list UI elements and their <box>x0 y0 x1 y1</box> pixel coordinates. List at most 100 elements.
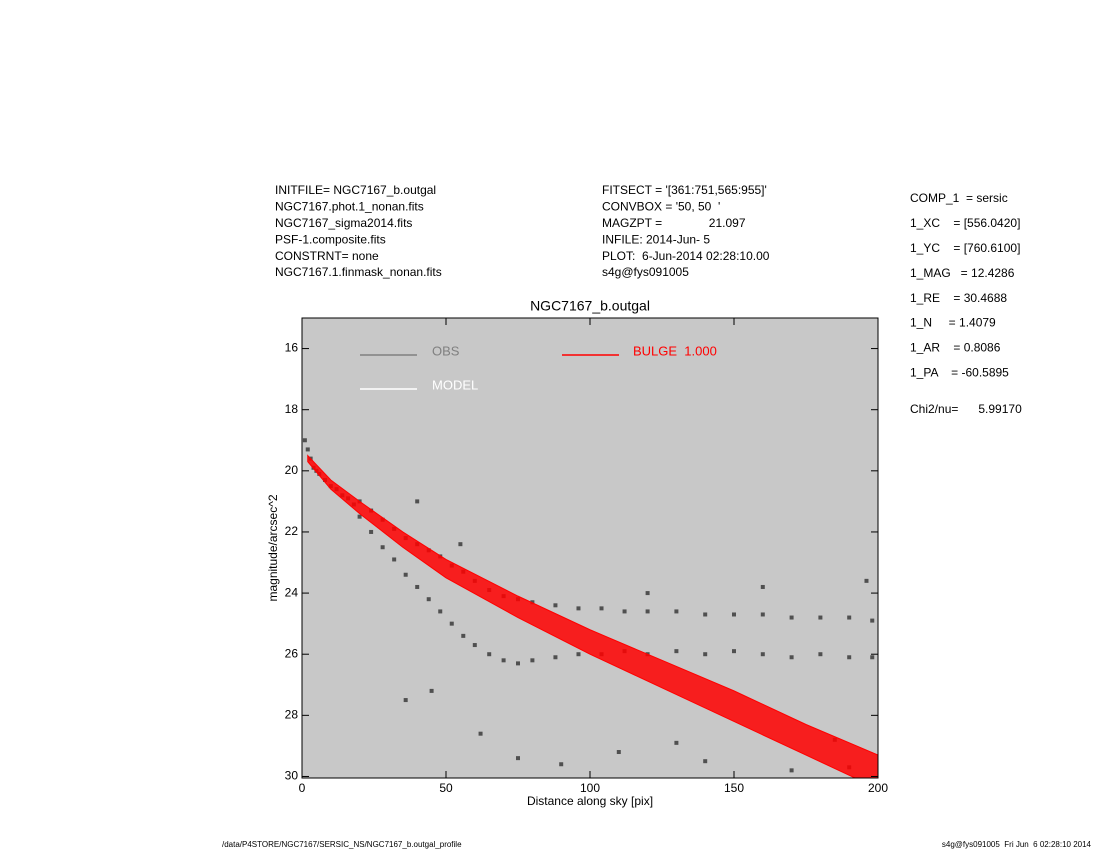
header-line: s4g@fys091005 <box>602 265 689 279</box>
obs-point <box>415 499 420 504</box>
obs-point <box>392 557 397 562</box>
obs-point <box>789 655 794 660</box>
plot-area <box>302 318 878 778</box>
footer-path: /data/P4STORE/NGC7167/SERSIC_NS/NGC7167_… <box>222 840 462 849</box>
fit-param: 1_N = 1.4079 <box>910 316 996 330</box>
obs-point <box>760 652 765 657</box>
obs-point <box>516 756 520 761</box>
model-band <box>307 454 878 778</box>
obs-point <box>616 750 621 755</box>
x-tick-label: 100 <box>580 781 600 795</box>
obs-point <box>530 658 535 663</box>
header-line: CONSTRNT= none <box>275 249 379 263</box>
obs-point <box>516 661 520 666</box>
header-line: PSF-1.composite.fits <box>275 232 386 246</box>
y-tick-label: 24 <box>285 585 299 599</box>
y-tick-label: 20 <box>285 463 299 477</box>
obs-point <box>487 652 492 657</box>
plot-content <box>302 438 878 778</box>
obs-point <box>380 545 385 550</box>
obs-point <box>703 612 708 617</box>
header-line: NGC7167_sigma2014.fits <box>275 216 412 230</box>
obs-point <box>305 447 310 452</box>
obs-point <box>847 655 852 660</box>
obs-point <box>369 529 374 534</box>
obs-point <box>732 649 736 654</box>
obs-point <box>461 633 466 638</box>
y-tick-label: 30 <box>285 769 299 783</box>
obs-point <box>438 609 443 614</box>
obs-point <box>415 584 420 589</box>
obs-point <box>870 655 875 660</box>
obs-point <box>818 652 823 657</box>
obs-point <box>732 612 736 617</box>
header-line: NGC7167.phot.1_nonan.fits <box>275 200 424 214</box>
footer-stamp: s4g@fys091005 Fri Jun 6 02:28:10 2014 <box>942 840 1092 849</box>
obs-point <box>674 609 679 614</box>
obs-point <box>559 762 564 767</box>
obs-point <box>622 609 627 614</box>
legend-label: MODEL <box>432 377 478 392</box>
fit-param: 1_RE = 30.4688 <box>910 291 1007 305</box>
y-tick-label: 16 <box>285 341 299 355</box>
obs-point <box>674 649 679 654</box>
fit-param: 1_YC = [760.6100] <box>910 241 1020 255</box>
x-tick-label: 50 <box>439 781 453 795</box>
x-tick-label: 200 <box>868 781 888 795</box>
fit-param: 1_MAG = 12.4286 <box>910 266 1015 280</box>
obs-point <box>760 612 765 617</box>
obs-point <box>645 609 650 614</box>
obs-point <box>302 438 307 443</box>
obs-point <box>458 542 463 547</box>
obs-point <box>403 698 408 703</box>
obs-point <box>760 584 765 589</box>
obs-point <box>357 514 362 519</box>
obs-point <box>501 658 506 663</box>
header-line: INFILE: 2014-Jun- 5 <box>602 232 710 246</box>
obs-point <box>674 740 679 745</box>
obs-point <box>553 603 558 608</box>
y-tick-label: 28 <box>285 708 299 722</box>
obs-point <box>870 618 875 623</box>
obs-point <box>789 768 794 773</box>
chi2: Chi2/nu= 5.99170 <box>910 402 1022 416</box>
obs-point <box>449 621 454 626</box>
y-tick-label: 26 <box>285 646 299 660</box>
obs-point <box>818 615 823 620</box>
x-tick-label: 0 <box>299 781 306 795</box>
obs-point <box>472 643 477 648</box>
obs-point <box>864 578 869 583</box>
fit-param: COMP_1 = sersic <box>910 191 1008 205</box>
obs-point <box>429 688 434 693</box>
header-line: MAGZPT = 21.097 <box>602 216 746 230</box>
obs-point <box>789 615 794 620</box>
obs-point <box>553 655 558 660</box>
header-line: FITSECT = '[361:751,565:955]' <box>602 183 767 197</box>
y-tick-label: 22 <box>285 524 299 538</box>
y-tick-label: 18 <box>285 402 299 416</box>
header-line: NGC7167.1.finmask_nonan.fits <box>275 265 442 279</box>
y-axis-label: magnitude/arcsec^2 <box>266 494 280 601</box>
obs-point <box>599 606 604 611</box>
obs-point <box>478 731 483 736</box>
obs-point <box>703 759 708 764</box>
header-line: PLOT: 6-Jun-2014 02:28:10.00 <box>602 249 770 263</box>
legend-label: OBS <box>432 343 460 358</box>
x-tick-label: 150 <box>724 781 744 795</box>
x-axis-label: Distance along sky [pix] <box>527 794 653 808</box>
obs-point <box>426 597 431 602</box>
obs-point <box>403 572 408 577</box>
obs-point <box>530 600 535 605</box>
fit-param: 1_AR = 0.8086 <box>910 341 1001 355</box>
header-line: INITFILE= NGC7167_b.outgal <box>275 183 436 197</box>
obs-point <box>645 591 650 596</box>
obs-point <box>576 652 581 657</box>
obs-point <box>847 615 852 620</box>
fit-param: 1_PA = -60.5895 <box>910 365 1009 379</box>
fit-param: 1_XC = [556.0420] <box>910 216 1020 230</box>
header-line: CONVBOX = '50, 50 ' <box>602 200 720 214</box>
legend-label: BULGE 1.000 <box>633 343 717 358</box>
chart-title: NGC7167_b.outgal <box>530 298 650 314</box>
obs-point <box>703 652 708 657</box>
